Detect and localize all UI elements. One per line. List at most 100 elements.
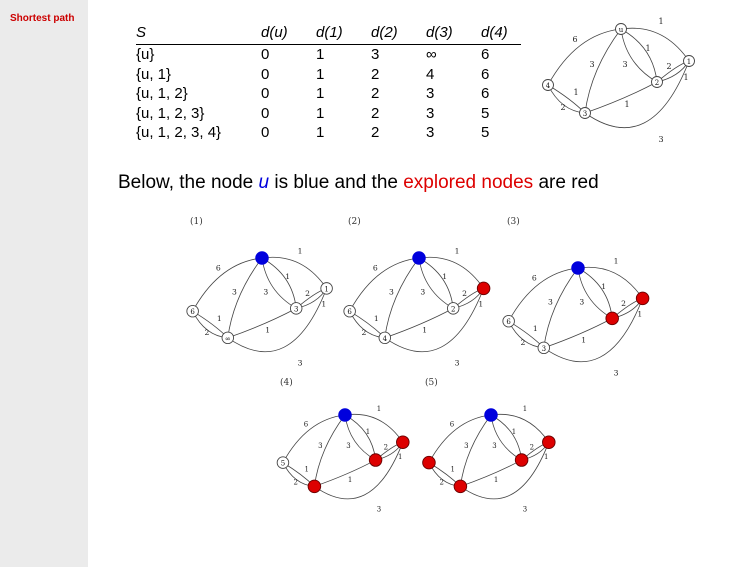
graph-node-u <box>484 408 498 422</box>
edge-weight-label: 1 <box>442 272 447 281</box>
table-cell: 4 <box>426 65 435 83</box>
edge-weight-label: 2 <box>560 103 565 112</box>
graph-node-n1 <box>635 291 650 306</box>
edge-weight-label: 1 <box>601 282 606 291</box>
graph-node-n1 <box>542 435 556 449</box>
edge-weight-label: 3 <box>464 442 468 450</box>
graph-node-n4 <box>186 304 199 318</box>
graph-node-n2 <box>514 453 529 467</box>
edge-weight-label: 1 <box>573 88 578 97</box>
graph-node-u <box>571 261 585 275</box>
subtitle-node-u: u <box>258 172 270 193</box>
subtitle-text: Below, the node <box>118 172 259 193</box>
table-cell: 1 <box>316 104 325 122</box>
edge-weight-label: 3 <box>455 359 460 368</box>
edge-weight-label: 6 <box>532 274 537 283</box>
edge-weight-label: 2 <box>305 289 310 298</box>
graph-edge <box>384 307 454 339</box>
graph-node-u <box>255 251 269 265</box>
edge-weight-label: 1 <box>217 314 222 323</box>
subtitle-explored: explored nodes <box>403 172 534 193</box>
edge-weight-label: 2 <box>204 328 209 337</box>
graph-node-label: 6 <box>506 318 511 326</box>
graph-edge <box>314 414 346 487</box>
edge-weight-label: 2 <box>621 299 626 308</box>
graph-node-n1 <box>683 55 695 67</box>
step-label: (1) <box>190 216 203 227</box>
graph-node-n3 <box>579 107 591 119</box>
graph-edge <box>428 414 492 463</box>
graph-node-n2 <box>651 76 663 88</box>
edge-weight-label: 1 <box>451 466 455 474</box>
graph-edge <box>261 257 297 309</box>
edge-weight-label: 1 <box>637 310 642 319</box>
graph-node-label: 5 <box>281 460 285 468</box>
graph-node-label: 3 <box>542 345 546 353</box>
graph-node-label: 6 <box>190 308 195 316</box>
table-cell: 1 <box>316 85 325 102</box>
edge-weight-label: 1 <box>422 325 427 334</box>
graph-edge <box>577 267 613 319</box>
edge-weight-label: 3 <box>346 442 350 450</box>
edge-weight-label: 3 <box>523 506 527 514</box>
graph-edge <box>508 267 579 322</box>
graph-edge <box>418 256 484 289</box>
graph-node-n2 <box>605 311 619 326</box>
graph-edge <box>490 414 522 461</box>
edge-weight-label: 1 <box>377 405 381 413</box>
graph-edge <box>192 257 263 312</box>
graph-node-label: 4 <box>546 82 551 90</box>
table-header: d(2) <box>371 24 426 45</box>
edge-weight-label: 1 <box>533 324 538 333</box>
graph-edge <box>460 442 550 500</box>
table-header: d(4) <box>481 24 521 45</box>
graph-edge <box>547 28 622 86</box>
table-cell: 1 <box>316 46 325 63</box>
table-row: {u, 1, 2, 3} 0 1 2 3 5 <box>136 104 521 124</box>
table-cell: 3 <box>426 104 435 122</box>
edge-weight-label: 3 <box>389 287 394 296</box>
graph-node-label: 2 <box>655 79 659 87</box>
graph-node-label: 6 <box>347 308 352 316</box>
graph-edge <box>620 27 690 62</box>
graph-node-n1 <box>320 282 333 295</box>
table-cell: 6 <box>481 65 490 83</box>
edge-weight-label: 1 <box>374 314 379 323</box>
table-header-row: S d(u) d(1) d(2) d(3) d(4) <box>136 24 521 45</box>
graph-node-n4 <box>343 304 356 318</box>
table-row: {u, 1, 2, 3, 4} 0 1 2 3 5 <box>136 123 521 143</box>
graph-node-u <box>615 23 627 35</box>
edge-weight-label: 1 <box>398 453 402 461</box>
table-cell: 5 <box>481 104 490 122</box>
table-header: d(3) <box>426 24 481 45</box>
edge-weight-label: 6 <box>450 421 454 429</box>
edge-weight-label: 1 <box>544 453 548 461</box>
graph-node-n3 <box>307 479 322 494</box>
edge-weight-label: 3 <box>579 297 584 306</box>
graph-edge <box>547 84 586 114</box>
graph-edge <box>349 311 385 339</box>
graph-node-n2 <box>446 302 460 315</box>
edge-weight-label: 3 <box>298 359 303 368</box>
graph-edge <box>584 81 658 114</box>
graph-edge <box>192 311 228 339</box>
graph-edge <box>261 257 297 309</box>
graph-node-n3 <box>378 331 392 345</box>
graph-node-label: 3 <box>583 110 587 118</box>
graph-edge <box>490 414 522 461</box>
edge-weight-label: 3 <box>614 369 619 378</box>
graph-node-n1 <box>396 435 410 449</box>
edge-weight-label: 1 <box>658 17 663 26</box>
graph-node-label: u <box>619 26 624 34</box>
graph-edge <box>418 257 454 309</box>
graph-node-label: 2 <box>451 305 455 313</box>
subtitle-text: are red <box>533 172 599 193</box>
table-cell: 6 <box>481 85 490 102</box>
edge-weight-label: 1 <box>366 428 370 436</box>
edge-weight-label: 2 <box>462 289 467 298</box>
edge-weight-label: 3 <box>377 506 381 514</box>
table-cell: 5 <box>481 124 490 141</box>
